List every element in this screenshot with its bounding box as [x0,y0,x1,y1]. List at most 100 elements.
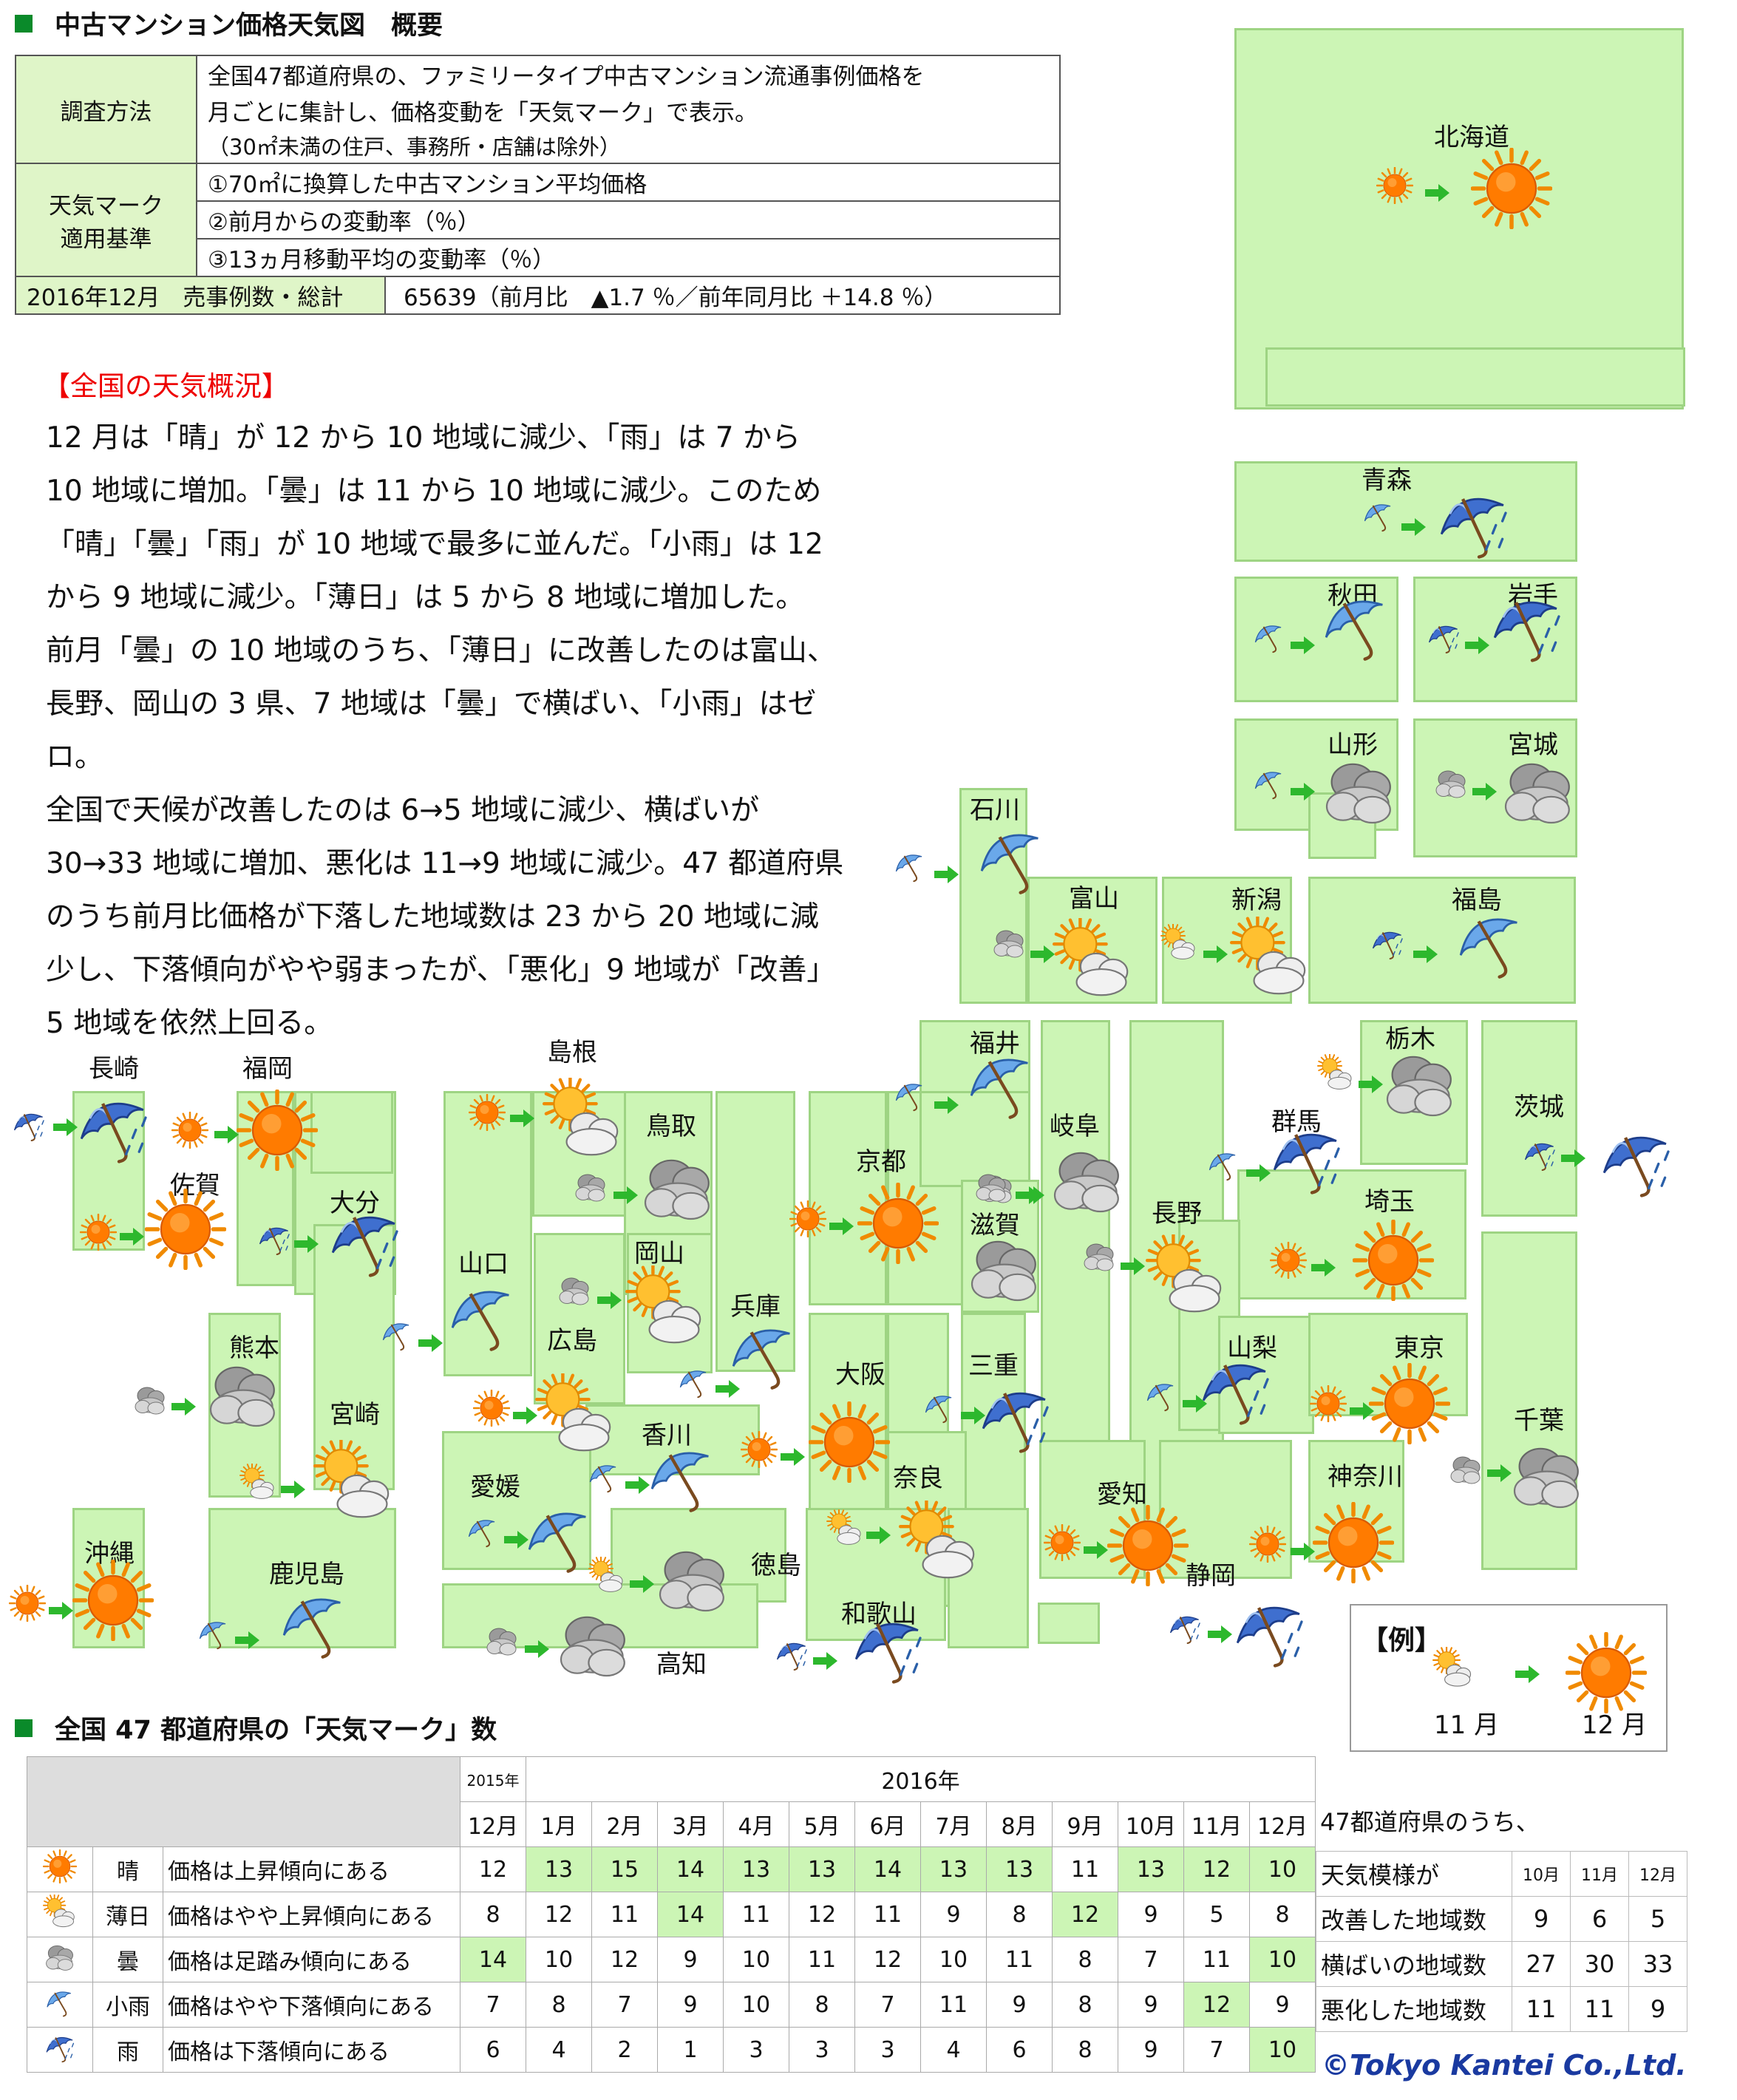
count-cell: 9 [1249,1982,1316,2028]
month-header: 2月 [591,1801,658,1847]
count-cell: 10 [723,1937,789,1982]
sun-icon [1309,1384,1347,1425]
arrow-right-icon [1291,1542,1316,1561]
prefecture-region-18 [310,1091,393,1174]
count-cell: 11 [591,1892,658,1937]
rain-icon [1432,480,1514,565]
prefecture-region-22 [715,1091,795,1372]
rain-icon [256,1220,293,1260]
partly-icon [588,1556,625,1597]
criteria-1: ①70㎡に換算した中古マンション平均価格 [196,163,1061,202]
arrow-right-icon [1203,945,1228,964]
weather-counts-table: 2015年 2016年 12月 1月 2月 3月 4月 5月 6月 7月 8月 9月 10月 11月 1… [27,1756,1316,2073]
prefecture-region-28 [1237,1169,1466,1299]
prefecture-name: 鳥取 [646,1112,696,1141]
cloud-icon [637,1146,718,1230]
method-line3: （30㎡未満の住戸、事務所・店舗は除外） [196,129,1061,164]
weather-name: 薄日 [92,1892,163,1937]
weather-description: 価格はやや上昇傾向にある [163,1892,460,1937]
count-cell: 8 [460,1892,526,1937]
count-cell: 5 [1183,1892,1250,1937]
count-cell: 7 [591,1982,658,2028]
count-cell: 7 [854,1982,921,2028]
partly-icon [27,1892,93,1937]
sun-icon [1312,1501,1395,1586]
prefecture-name: 富山 [1069,884,1119,914]
count-cell: 12 [1183,1846,1250,1892]
count-cell: 8 [1052,1982,1118,2028]
drizzle-icon [273,1582,355,1666]
drizzle-icon [961,1042,1042,1127]
count-cell: 7 [1183,2027,1250,2073]
count-cell: 12 [526,1892,592,1937]
counts-corner [27,1756,460,1847]
arrow-right-icon [613,1186,639,1205]
prefecture-name: 茨城 [1514,1093,1564,1122]
month-header: 8月 [986,1801,1053,1847]
side-month-0: 10月 [1512,1851,1571,1897]
side-value: 30 [1570,1941,1629,1987]
count-cell: 8 [526,1982,592,2028]
count-cell: 10 [723,1982,789,2028]
count-cell: 3 [789,2027,855,2073]
weather-description: 価格は上昇傾向にある [163,1846,460,1892]
legend-prev-label: 11 月 [1434,1710,1500,1740]
sun-icon [1269,1241,1308,1282]
rain-icon [847,1605,928,1690]
arrow-right-icon [961,1406,986,1425]
count-cell: 12 [854,1937,921,1982]
legend-cur-label: 12 月 [1582,1710,1648,1740]
criteria-3: ③13ヵ月移動平均の変動率（％） [196,238,1061,277]
total-label: 2016年12月 売事例数・総計 [16,277,386,313]
sun-icon [1248,1525,1287,1566]
month-header: 11月 [1183,1801,1250,1847]
prefecture-name: 福島 [1452,886,1502,915]
prefecture-name: 石川 [970,795,1020,825]
sun-icon [236,1089,319,1174]
count-cell: 4 [920,2027,987,2073]
arrow-right-icon [1465,636,1490,655]
count-cell: 9 [657,1937,724,1982]
prefecture-region-49 [208,1508,396,1648]
sun-icon [79,1213,118,1254]
partly-icon [1160,923,1197,964]
prefecture-name: 埼玉 [1364,1187,1415,1217]
count-cell: 14 [657,1892,724,1937]
arrow-right-icon [1016,1186,1041,1205]
month-header: 12月 [1249,1801,1316,1847]
prefecture-name: 香川 [642,1421,692,1450]
count-cell: 8 [1052,1937,1118,1982]
prefecture-name: 愛媛 [470,1472,520,1502]
cloud-icon [1047,1138,1128,1223]
rain-icon [1595,1119,1676,1203]
month-header: 9月 [1052,1801,1118,1847]
prefecture-name: 山形 [1328,730,1378,760]
arrow-right-icon [418,1333,443,1353]
overview-paragraph-3: 全国で天候が改善したのは 6→5 地域に減少、横ばいが 30→33 地域に増加、… [46,794,844,1040]
sun-icon [27,1846,93,1892]
count-cell: 11 [920,1982,987,2028]
drizzle-icon [891,1076,928,1116]
count-cell: 13 [920,1846,987,1892]
sun-icon [740,1430,778,1471]
prefecture-name: 長崎 [89,1054,139,1084]
arrow-right-icon [715,1379,741,1399]
side-month-1: 11月 [1570,1851,1629,1897]
drizzle-icon [891,847,928,887]
drizzle-icon [1205,1146,1242,1186]
cloud-icon [203,1353,284,1437]
prefecture-name: 岐阜 [1050,1112,1100,1141]
drizzle-icon [585,1458,622,1498]
count-cell: 9 [657,1982,724,2028]
sun-icon [144,1188,227,1273]
weather-description: 価格は足踏み傾向にある [163,1937,460,1982]
sun-icon [1043,1523,1081,1564]
counts-body: 晴価格は上昇傾向にある 12 13 15 14 13 13 14 13 13 11 13 12 10 薄日… [27,1846,1316,2073]
prefecture-region-53 [1038,1603,1100,1644]
count-cell: 14 [854,1846,921,1892]
arrow-right-icon [525,1639,550,1659]
prefecture-name: 奈良 [893,1464,943,1493]
sun-icon [1376,166,1414,207]
legend-cur-icon [1565,1631,1648,1716]
prefecture-name: 群馬 [1271,1107,1322,1137]
